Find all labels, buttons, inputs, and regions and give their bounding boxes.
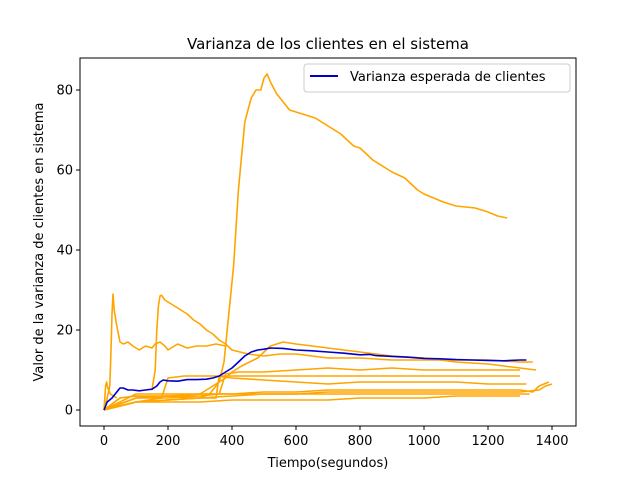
- x-tick-label: 1000: [407, 434, 440, 449]
- x-tick-label: 800: [348, 434, 373, 449]
- x-axis-title: Tiempo(segundos): [267, 456, 389, 471]
- y-tick-label: 40: [56, 244, 73, 259]
- plot-frame: [79, 57, 577, 427]
- chart-title: Varianza de los clientes en el sistema: [187, 35, 469, 53]
- x-tick-label: 1400: [535, 434, 568, 449]
- x-tick-label: 400: [220, 434, 245, 449]
- legend-box: [303, 63, 571, 93]
- x-axis: 0 200 400 600 800 1000 1200 1400: [100, 426, 569, 449]
- x-tick-label: 1200: [471, 434, 504, 449]
- series-line-sample-12: [103, 381, 118, 411]
- series-line-sample-2: [103, 293, 226, 411]
- series-line-sample-5: [103, 367, 520, 411]
- x-tick-label: 200: [156, 434, 181, 449]
- x-tick-label: 600: [284, 434, 309, 449]
- x-tick-label: 0: [100, 434, 108, 449]
- legend-label: Varianza esperada de clientes: [350, 70, 546, 85]
- legend: Varianza esperada de clientes: [303, 63, 571, 93]
- y-tick-label: 60: [56, 164, 73, 179]
- series-line-expected: [103, 347, 527, 411]
- series-line-sample-3: [151, 294, 533, 391]
- y-axis: 0 20 40 60 80: [56, 84, 80, 419]
- y-tick-label: 0: [65, 404, 73, 419]
- series-line-sample-10: [103, 393, 530, 411]
- y-axis-title: Valor de la varianza de clientes en sist…: [32, 103, 47, 382]
- y-tick-label: 20: [56, 324, 73, 339]
- series-layer: [103, 73, 553, 411]
- series-line-sample-11: [103, 395, 520, 411]
- y-tick-label: 80: [56, 84, 73, 99]
